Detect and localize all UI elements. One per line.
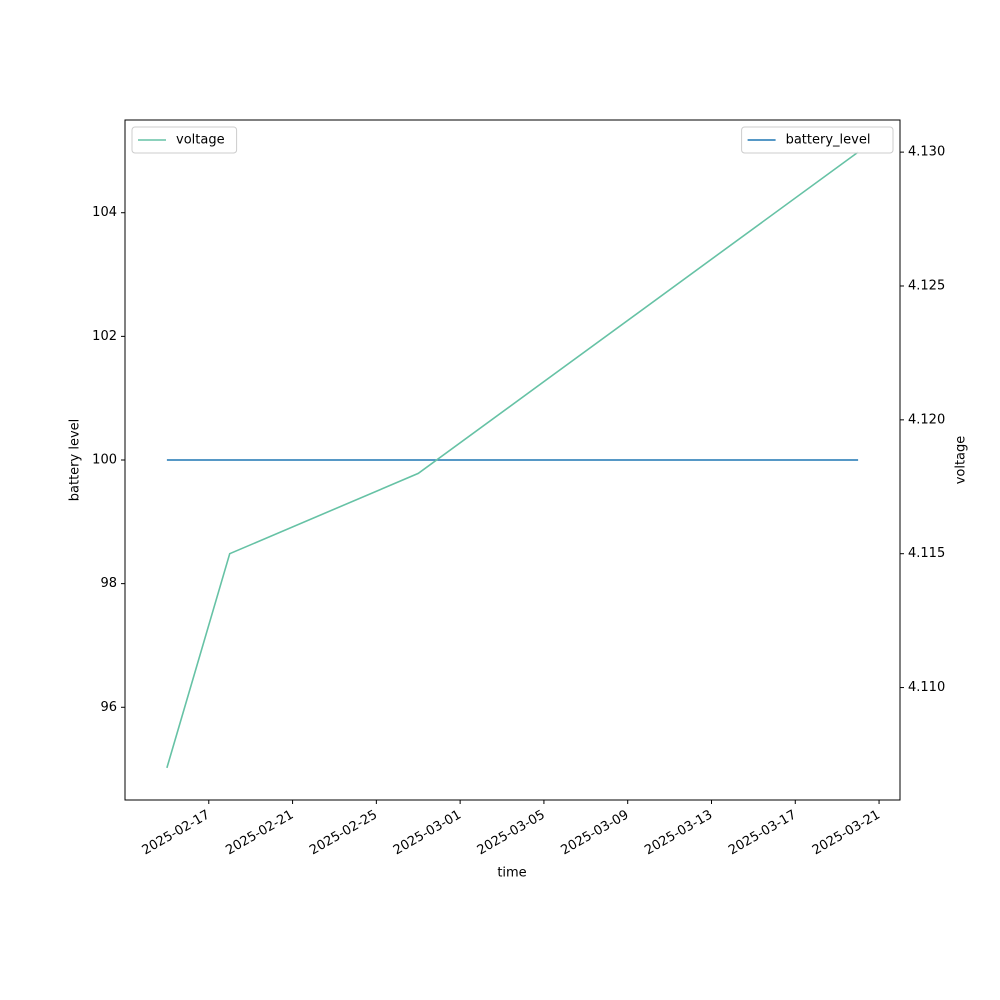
x-tick-label: 2025-03-21 [810, 808, 883, 859]
y2-axis-label: voltage [954, 436, 969, 485]
x-tick-label: 2025-03-01 [391, 808, 464, 859]
legend-label: battery_level [786, 133, 871, 148]
y2-tick-label: 4.125 [908, 278, 945, 293]
x-tick-label: 2025-03-05 [475, 808, 548, 859]
x-tick-label: 2025-03-09 [559, 808, 632, 859]
legend-label: voltage [176, 133, 225, 148]
y-tick-label: 100 [92, 453, 117, 468]
y2-tick-label: 4.120 [908, 412, 945, 427]
y2-tick-label: 4.110 [908, 680, 945, 695]
x-axis-label: time [497, 866, 526, 881]
x-tick-label: 2025-02-25 [307, 808, 380, 859]
plot-frame [124, 119, 901, 801]
x-tick-label: 2025-03-13 [642, 808, 715, 859]
legend-box [741, 126, 894, 154]
y-tick-label: 102 [92, 329, 117, 344]
y2-tick-label: 4.130 [908, 145, 945, 160]
y-tick-label: 104 [92, 205, 117, 220]
y2-tick-label: 4.115 [908, 546, 945, 561]
y-axis-label: battery level [68, 419, 83, 502]
series-line [166, 151, 859, 769]
y-tick-label: 98 [100, 576, 117, 591]
x-tick-label: 2025-03-17 [726, 808, 799, 859]
x-tick-label: 2025-02-21 [223, 808, 296, 859]
y-tick-label: 96 [100, 700, 117, 715]
legend-box [131, 126, 238, 154]
x-tick-label: 2025-02-17 [140, 808, 213, 859]
